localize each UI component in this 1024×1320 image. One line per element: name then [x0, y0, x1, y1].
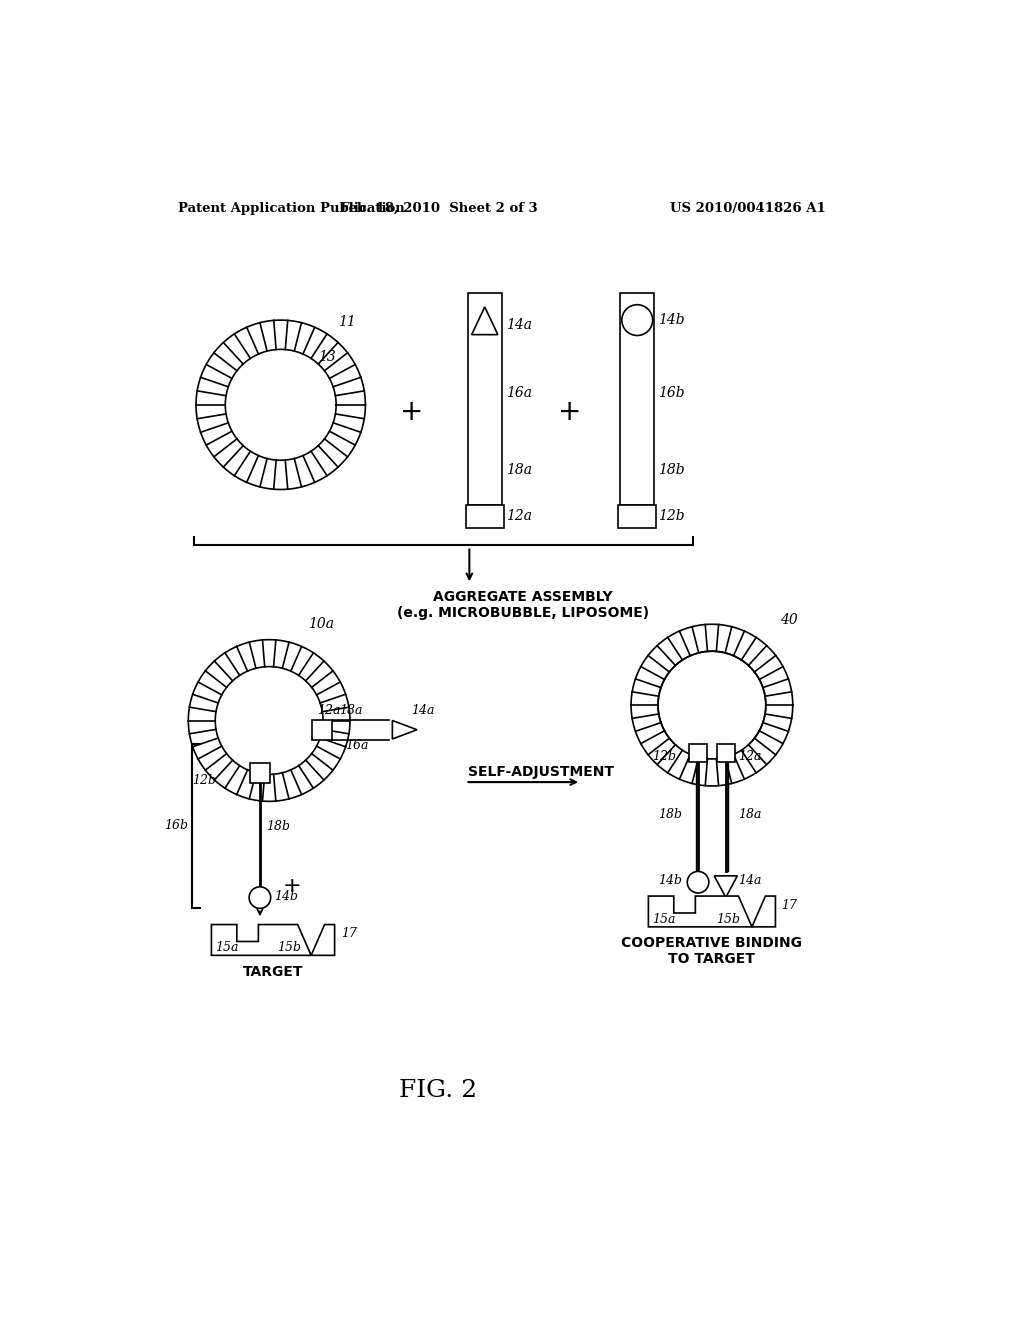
Text: 40: 40 — [779, 614, 798, 627]
Bar — [250, 763, 270, 783]
Bar — [466, 506, 504, 528]
Text: 18b: 18b — [658, 808, 682, 821]
Text: 12a: 12a — [738, 750, 762, 763]
Text: 13: 13 — [317, 350, 336, 364]
Polygon shape — [648, 896, 775, 927]
Circle shape — [622, 305, 652, 335]
Text: 15b: 15b — [276, 941, 301, 954]
Text: 14b: 14b — [658, 874, 682, 887]
Bar — [311, 719, 332, 739]
Text: 12a: 12a — [506, 510, 531, 524]
Text: 11: 11 — [339, 314, 356, 329]
Text: +: + — [400, 399, 423, 426]
Text: 18a: 18a — [339, 704, 362, 717]
Text: 17: 17 — [341, 927, 356, 940]
Text: AGGREGATE ASSEMBLY
(e.g. MICROBUBBLE, LIPOSOME): AGGREGATE ASSEMBLY (e.g. MICROBUBBLE, LI… — [397, 590, 649, 620]
Text: 17: 17 — [781, 899, 798, 912]
Text: 12b: 12b — [193, 774, 216, 787]
Text: 16b: 16b — [658, 387, 685, 400]
Text: 14a: 14a — [738, 874, 762, 887]
Text: 18a: 18a — [738, 808, 762, 821]
Text: 16b: 16b — [164, 820, 188, 832]
Polygon shape — [472, 308, 498, 335]
Text: 14a: 14a — [411, 704, 434, 717]
Bar — [617, 506, 656, 528]
Bar — [621, 293, 654, 506]
Polygon shape — [211, 924, 335, 956]
Text: 10a: 10a — [307, 618, 334, 631]
Text: US 2010/0041826 A1: US 2010/0041826 A1 — [670, 202, 825, 215]
Text: 16a: 16a — [345, 739, 369, 752]
Text: COOPERATIVE BINDING
TO TARGET: COOPERATIVE BINDING TO TARGET — [622, 936, 803, 966]
Circle shape — [687, 871, 709, 892]
Text: FIG. 2: FIG. 2 — [399, 1078, 477, 1102]
Text: Patent Application Publication: Patent Application Publication — [178, 202, 406, 215]
Text: +: + — [283, 876, 302, 896]
Text: Feb. 18, 2010  Sheet 2 of 3: Feb. 18, 2010 Sheet 2 of 3 — [340, 202, 538, 215]
Bar — [468, 293, 502, 506]
Text: 16a: 16a — [506, 387, 531, 400]
Text: 18a: 18a — [506, 463, 531, 478]
Text: 15a: 15a — [215, 941, 239, 954]
Polygon shape — [714, 876, 737, 898]
Text: 18b: 18b — [266, 820, 290, 833]
Text: 12b: 12b — [652, 750, 676, 763]
Bar — [689, 743, 708, 762]
Text: 18b: 18b — [658, 463, 685, 478]
Text: 15b: 15b — [716, 912, 739, 925]
Circle shape — [249, 887, 270, 908]
Text: 14b: 14b — [273, 890, 298, 903]
Text: 12b: 12b — [658, 510, 685, 524]
Text: TARGET: TARGET — [243, 965, 303, 978]
Polygon shape — [392, 721, 417, 739]
Text: 12a: 12a — [316, 704, 340, 717]
Text: 14a: 14a — [506, 318, 531, 333]
Text: SELF-ADJUSTMENT: SELF-ADJUSTMENT — [468, 766, 613, 779]
Text: 15a: 15a — [652, 912, 676, 925]
Bar — [717, 743, 735, 762]
Text: +: + — [558, 399, 582, 426]
Text: 14b: 14b — [658, 313, 685, 327]
